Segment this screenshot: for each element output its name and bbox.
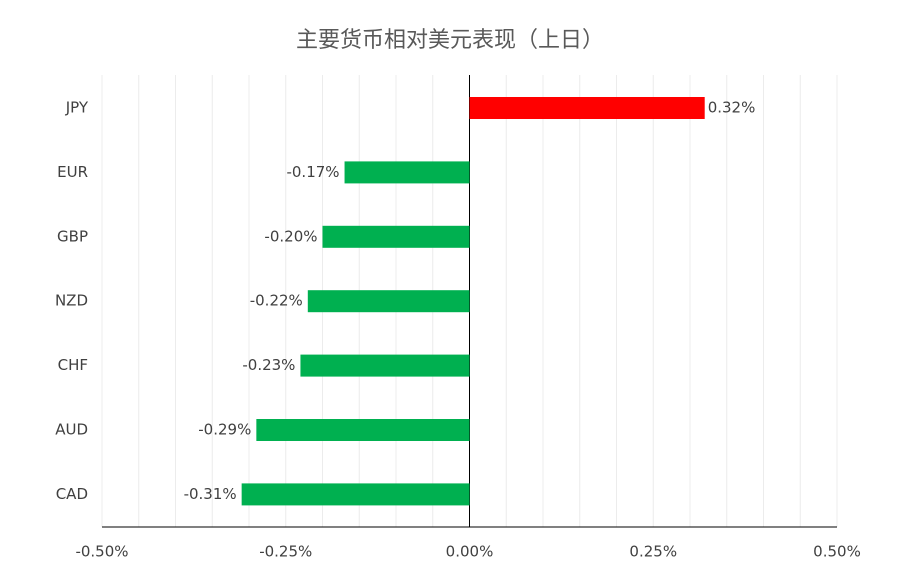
- y-tick-label: CHF: [58, 356, 88, 374]
- value-label: 0.32%: [708, 99, 756, 117]
- value-label: -0.29%: [198, 421, 251, 439]
- y-tick-label: CAD: [56, 485, 88, 503]
- bar: [344, 161, 470, 184]
- value-label: -0.17%: [286, 163, 339, 181]
- y-tick-label: NZD: [55, 292, 88, 310]
- y-tick-label: JPY: [65, 99, 89, 117]
- chart-title: 主要货币相对美元表现（上日）: [296, 28, 604, 53]
- value-label: -0.20%: [264, 227, 317, 245]
- bar: [322, 225, 470, 248]
- x-tick-label: 0.00%: [446, 543, 494, 561]
- bar: [469, 97, 705, 119]
- y-tick-label: AUD: [55, 421, 88, 439]
- bar: [300, 354, 470, 377]
- x-tick-label: 0.25%: [629, 543, 677, 561]
- bar: [307, 290, 470, 313]
- y-tick-label: GBP: [57, 227, 88, 245]
- x-tick-label: -0.50%: [75, 543, 128, 561]
- value-label: -0.23%: [242, 356, 295, 374]
- value-label: -0.31%: [184, 485, 237, 503]
- bar: [241, 483, 470, 506]
- x-tick-label: -0.25%: [259, 543, 312, 561]
- bar: [256, 419, 470, 441]
- y-tick-label: EUR: [57, 163, 88, 181]
- x-tick-label: 0.50%: [813, 543, 861, 561]
- value-label: -0.22%: [250, 292, 303, 310]
